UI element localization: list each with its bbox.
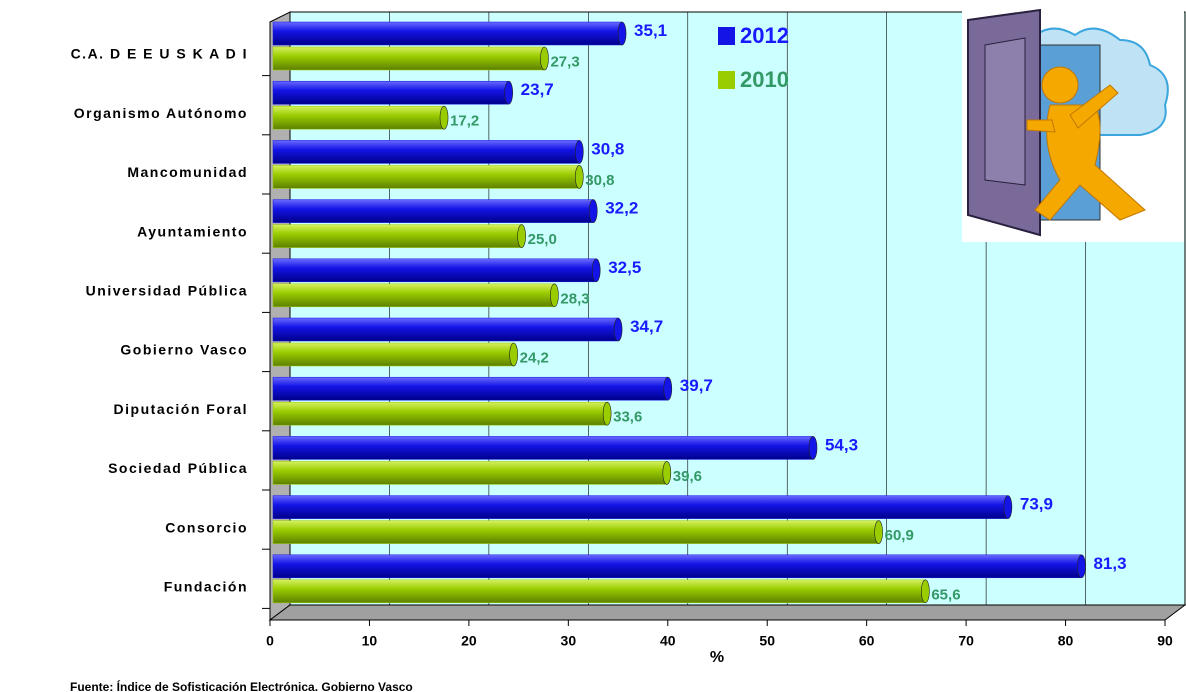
figure-arms (1026, 84, 1119, 133)
source-note: Fuente: Índice de Sofisticación Electrón… (70, 679, 413, 692)
floor (268, 604, 1186, 621)
bar-cap (662, 461, 672, 485)
x-tick-label: 60 (859, 633, 875, 649)
x-tick-label: 0 (266, 633, 274, 649)
value-label: 32,2 (605, 199, 638, 218)
y-tick-label: Diputación Foral (114, 401, 248, 417)
bar-cap (574, 140, 584, 164)
y-tick-label: Fundación (164, 579, 248, 595)
figure-head (1041, 66, 1079, 104)
bar (272, 105, 445, 130)
bar-cap (591, 258, 601, 283)
value-label: 35,1 (634, 21, 667, 40)
bar-cap (439, 105, 449, 130)
bar (272, 461, 668, 485)
x-tick-label: 20 (461, 633, 477, 649)
bar (272, 224, 522, 248)
value-label: 17,2 (450, 113, 479, 130)
bar (272, 258, 597, 283)
value-label: 24,2 (520, 349, 549, 366)
bar-cap (1077, 554, 1086, 579)
value-label: 34,7 (630, 317, 663, 336)
bar (272, 401, 608, 426)
x-tick-label: 90 (1157, 633, 1173, 649)
value-label: 39,7 (680, 376, 713, 395)
value-label: 32,5 (608, 258, 641, 277)
value-label: 81,3 (1093, 554, 1126, 573)
bar (272, 579, 926, 604)
bar-cap (504, 80, 513, 105)
bar (272, 495, 1009, 519)
labels: % Fuente: Índice de Sofisticación Electr… (70, 649, 724, 692)
bar-cap (1003, 495, 1013, 519)
bar (272, 317, 619, 342)
bar (272, 199, 594, 223)
illustration (962, 8, 1184, 242)
y-tick-label: Gobierno Vasco (120, 342, 248, 358)
y-tick-label: Consorcio (165, 519, 248, 535)
legend-label: 2012 (740, 23, 789, 48)
legend-label: 2010 (740, 67, 789, 92)
x-tick-label: 80 (1058, 633, 1074, 649)
x-tick-label: 10 (362, 633, 378, 649)
y-tick-label: Organismo Autónomo (74, 105, 248, 121)
bar-cap (588, 199, 598, 223)
bar-cap (540, 46, 549, 71)
y-tick-label: Universidad Pública (86, 283, 248, 299)
y-tick-label: C.A. D E E U S K A D I (71, 46, 248, 62)
bar (272, 80, 509, 105)
value-label: 54,3 (825, 435, 858, 454)
bar (272, 21, 623, 46)
y-tick-label: Mancomunidad (127, 164, 248, 180)
bar-cap (574, 165, 584, 189)
bar (272, 140, 580, 164)
value-label: 73,9 (1020, 495, 1053, 514)
bar (272, 436, 814, 460)
bar-cap (663, 376, 673, 401)
bar (272, 342, 514, 367)
value-label: 30,8 (591, 139, 624, 158)
legend-swatch (718, 27, 735, 45)
bar (272, 283, 555, 308)
value-label: 30,8 (585, 172, 614, 189)
value-label: 65,6 (931, 586, 960, 603)
bar-cap (602, 401, 612, 426)
value-label: 39,6 (673, 468, 702, 485)
x-axis-label: % (710, 649, 724, 666)
value-label: 60,9 (885, 527, 914, 544)
bar-cap (550, 283, 559, 308)
value-label: 25,0 (528, 231, 557, 248)
x-tick-label: 40 (660, 633, 676, 649)
bar-cap (921, 579, 930, 604)
value-label: 23,7 (521, 80, 554, 99)
x-tick-label: 50 (759, 633, 775, 649)
bar (272, 520, 879, 544)
figure-body (1034, 104, 1146, 221)
bar (272, 165, 580, 189)
bar-cap (517, 224, 526, 248)
bars: C.A. D E E U S K A D I 35,1 27,3 Organismo … (71, 21, 1127, 609)
door-panel (984, 37, 1026, 186)
bar (272, 554, 1082, 579)
bar-cap (874, 520, 883, 544)
bar (272, 46, 545, 71)
bar (272, 376, 669, 401)
legend: 2012 2010 (718, 23, 789, 92)
value-label: 27,3 (550, 53, 579, 70)
bar-cap (808, 436, 818, 460)
bar-cap (617, 21, 627, 46)
bar-cap (509, 342, 518, 367)
bar-cap (613, 317, 623, 342)
y-tick-label: Sociedad Pública (108, 460, 248, 476)
x-tick-label: 70 (958, 633, 974, 649)
legend-swatch (718, 71, 735, 89)
value-label: 33,6 (613, 409, 642, 426)
value-label: 28,3 (560, 290, 589, 307)
y-tick-label: Ayuntamiento (137, 223, 248, 239)
x-tick-label: 30 (561, 633, 577, 649)
